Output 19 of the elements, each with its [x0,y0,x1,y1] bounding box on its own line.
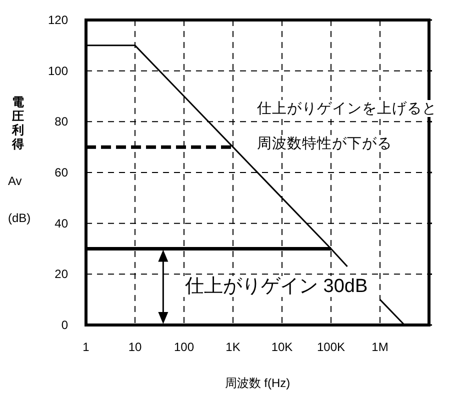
y-tick-label: 20 [54,267,68,282]
x-tick-label: 1M [372,340,388,354]
y-tick-label: 120 [48,13,68,27]
annotation: 周波数特性が下がる [257,135,392,152]
y-tick-label: 60 [54,166,68,180]
text: 電圧利得 Av (dB) [8,95,31,225]
y-tick-label: 80 [54,114,68,129]
annotation: 仕上がりゲイン 30dB [184,276,368,297]
y-tick-label: 100 [48,64,68,78]
x-tick-label: 10 [128,340,142,354]
x-tick-label: 100 [174,340,194,354]
x-tick-label: 1K [226,340,240,354]
annotation: 仕上がりゲインを上げると [256,100,437,117]
x-tick-label: 1 [82,340,90,354]
x-axis-title: 周波数 f(Hz) [224,376,290,390]
x-tick-label: 10K [271,340,293,354]
y-tick-label: 0 [61,318,68,332]
x-tick-label: 100K [316,340,346,354]
y-tick-label: 40 [54,216,68,230]
